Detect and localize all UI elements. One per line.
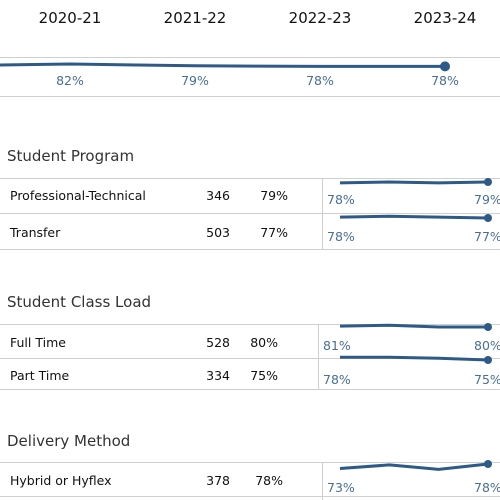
row-label-hybrid-or-hyflex: Hybrid or Hyflex: [10, 473, 112, 488]
row-count-full-time: 528: [206, 335, 230, 350]
year-header-2021-22: 2021-22: [163, 9, 227, 27]
row-divider: [0, 324, 500, 325]
spark-last-transfer: 77%: [474, 229, 500, 244]
row-divider: [0, 462, 500, 463]
sparkline-path: [340, 355, 489, 362]
row-count-part-time: 334: [206, 368, 230, 383]
overall-pct-2020-21: 82%: [56, 73, 84, 88]
sparkline-end-dot: [484, 460, 492, 468]
column-divider: [322, 462, 323, 500]
sparkline-transfer: [339, 214, 492, 222]
row-pct-hybrid-or-hyflex: 78%: [255, 473, 283, 488]
overall-pct-2021-22: 79%: [181, 73, 209, 88]
sparkline-end-dot: [484, 323, 492, 331]
row-pct-full-time: 80%: [250, 335, 278, 350]
section-title-student-program: Student Program: [7, 147, 135, 165]
row-label-part-time: Part Time: [10, 368, 70, 383]
row-divider: [0, 496, 500, 497]
row-label-full-time: Full Time: [10, 335, 66, 350]
section-title-student-class-load: Student Class Load: [7, 293, 152, 311]
sparkline-path: [339, 323, 488, 329]
overall-trend-chart: [0, 61, 450, 72]
spark-last-part-time: 75%: [474, 372, 500, 387]
row-divider: [0, 389, 500, 390]
sparkline-end-dot: [484, 214, 492, 222]
row-count-professional-technical: 346: [206, 188, 230, 203]
sparkline-end-dot: [484, 356, 492, 364]
row-divider: [0, 178, 500, 179]
spark-first-transfer: 78%: [327, 229, 355, 244]
sparkline-full-time: [339, 323, 492, 331]
sparkline-end-dot: [484, 178, 492, 186]
overall-divider: [0, 96, 500, 97]
spark-first-part-time: 78%: [323, 372, 351, 387]
spark-first-professional-technical: 78%: [327, 192, 355, 207]
row-pct-part-time: 75%: [250, 368, 278, 383]
sparkline-path: [339, 180, 489, 185]
header-divider: [0, 57, 500, 58]
sparkline-hybrid-or-hyflex: [339, 460, 492, 471]
sparkline-part-time: [340, 355, 492, 364]
row-label-professional-technical: Professional-Technical: [10, 188, 146, 203]
spark-last-professional-technical: 79%: [474, 192, 500, 207]
row-label-transfer: Transfer: [10, 225, 61, 240]
column-divider: [318, 324, 319, 389]
row-divider: [0, 213, 500, 214]
overall-pct-2023-24: 78%: [431, 73, 459, 88]
year-header-2022-23: 2022-23: [288, 9, 352, 27]
year-header-2020-21: 2020-21: [38, 9, 102, 27]
sparkline-path: [339, 214, 489, 220]
sparkline-professional-technical: [339, 178, 492, 186]
row-divider: [0, 249, 500, 250]
row-count-transfer: 503: [206, 225, 230, 240]
spark-first-full-time: 81%: [323, 338, 351, 353]
spark-last-hybrid-or-hyflex: 78%: [474, 480, 500, 495]
overall-trend-line: [0, 62, 445, 68]
column-divider: [322, 178, 323, 249]
row-divider: [0, 358, 500, 359]
section-title-delivery-method: Delivery Method: [7, 432, 131, 450]
overall-pct-2022-23: 78%: [306, 73, 334, 88]
spark-first-hybrid-or-hyflex: 73%: [327, 480, 355, 495]
row-pct-transfer: 77%: [260, 225, 288, 240]
sparkline-path: [339, 462, 489, 471]
spark-last-full-time: 80%: [474, 338, 500, 353]
year-header-2023-24: 2023-24: [413, 9, 477, 27]
row-count-hybrid-or-hyflex: 378: [206, 473, 230, 488]
row-pct-professional-technical: 79%: [260, 188, 288, 203]
overall-trend-end-dot: [440, 61, 450, 72]
